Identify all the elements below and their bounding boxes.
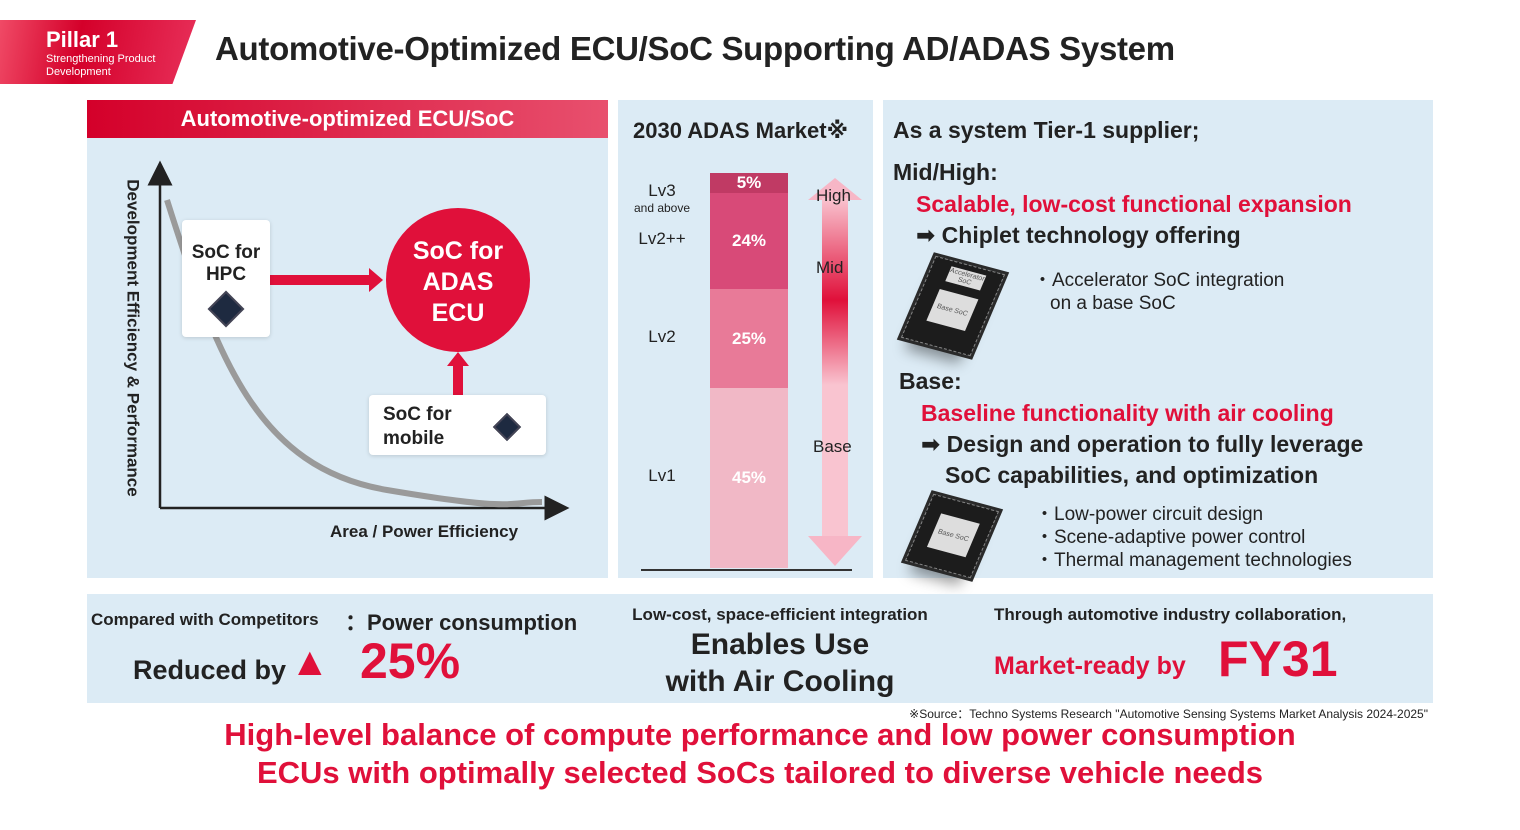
- base-headline: Baseline functionality with air cooling: [921, 400, 1334, 426]
- power-label: ：Power consumption: [345, 610, 578, 635]
- reduced-label: Reduced by: [133, 655, 287, 685]
- bar-segment-lv3-and-above: 5%: [710, 173, 788, 193]
- collab-label: Through automotive industry collaboratio…: [994, 605, 1347, 624]
- mobile-label: SoC for mobile: [383, 404, 452, 449]
- bar-category-label: Lv1: [648, 466, 676, 486]
- fy31-value: FY31: [1218, 631, 1338, 687]
- bar-segment-lv2-: 24%: [710, 192, 788, 289]
- market-title: 2030 ADAS Market※: [633, 118, 848, 143]
- mobile-box: SoC for mobile: [369, 395, 546, 455]
- efficiency-diagram: [147, 160, 570, 521]
- bar-segment-lv1: 45%: [710, 388, 788, 568]
- base-bullet: ・Thermal management technologies: [1035, 550, 1352, 571]
- pillar-ribbon: [0, 20, 196, 84]
- mid-high-detail: ➡ Chiplet technology offering: [916, 222, 1241, 248]
- supplier-intro: As a system Tier-1 supplier;: [893, 117, 1200, 143]
- air-cooling-1: Enables Use: [690, 628, 870, 661]
- integration-label: Low-cost, space-efficient integration: [632, 605, 928, 624]
- adas-circle: [386, 208, 530, 352]
- left-panel: [87, 100, 608, 578]
- triangle-icon: ▲: [290, 640, 330, 684]
- chip-icon: [207, 290, 245, 328]
- pillar-label: Pillar 1: [46, 27, 119, 52]
- x-axis-label: Area / Power Efficiency: [330, 522, 519, 541]
- mid-high-title: Mid/High:: [893, 159, 998, 185]
- source-note: ※Source：Techno Systems Research "Automot…: [909, 707, 1428, 721]
- bar-category-label: Lv3 and above: [633, 181, 691, 215]
- base-bullet: ・Scene-adaptive power control: [1035, 527, 1306, 548]
- mid-bullet: ・Accelerator SoC integration: [1033, 270, 1285, 291]
- summary-band: [87, 594, 1433, 703]
- base-detail-2: SoC capabilities, and optimization: [945, 462, 1319, 488]
- base-bullet: ・Low-power circuit design: [1035, 504, 1264, 525]
- y-axis-label: Development Efficiency & Performance: [124, 178, 144, 497]
- mid-high-headline: Scalable, low-cost functional expansion: [916, 191, 1352, 217]
- base-detail-1: ➡ Design and operation to fully leverage: [921, 431, 1364, 457]
- competitor-label: Compared with Competitors: [91, 610, 319, 629]
- bar-segment-lv2: 25%: [710, 288, 788, 389]
- hpc-label: SoC for HPC: [191, 242, 261, 285]
- base-title: Base:: [899, 368, 962, 394]
- bar-category-label: Lv2: [648, 326, 676, 346]
- baseline: [641, 569, 852, 571]
- left-panel-title: Automotive-optimized ECU/SoC: [87, 100, 608, 138]
- market-ready-label: Market-ready by: [994, 652, 1186, 680]
- air-cooling-2: with Air Cooling: [665, 665, 895, 698]
- chip-icon: [492, 412, 522, 442]
- arrow-label-mid: Mid: [816, 258, 844, 277]
- level-arrow: [808, 178, 862, 566]
- arrow-label-base: Base: [813, 437, 852, 456]
- pillar-subtitle: Strengthening Product Development: [46, 53, 156, 78]
- arrow-hpc-to-adas: [270, 275, 370, 285]
- adas-label: SoC for ADAS ECU: [412, 237, 504, 327]
- reduction-value: 25%: [360, 633, 461, 689]
- arrow-mobile-to-adas: [453, 364, 463, 396]
- hpc-box: SoC for HPC: [182, 220, 270, 337]
- arrow-label-high: High: [816, 186, 851, 205]
- footer-line-2: ECUs with optimally selected SoCs tailor…: [256, 755, 1264, 790]
- bar-category-label: Lv2++: [638, 228, 686, 248]
- page-title: Automotive-Optimized ECU/SoC Supporting …: [215, 30, 1175, 67]
- mid-bullet-cont: on a base SoC: [1050, 293, 1176, 314]
- footer-line-1: High-level balance of compute performanc…: [224, 717, 1296, 752]
